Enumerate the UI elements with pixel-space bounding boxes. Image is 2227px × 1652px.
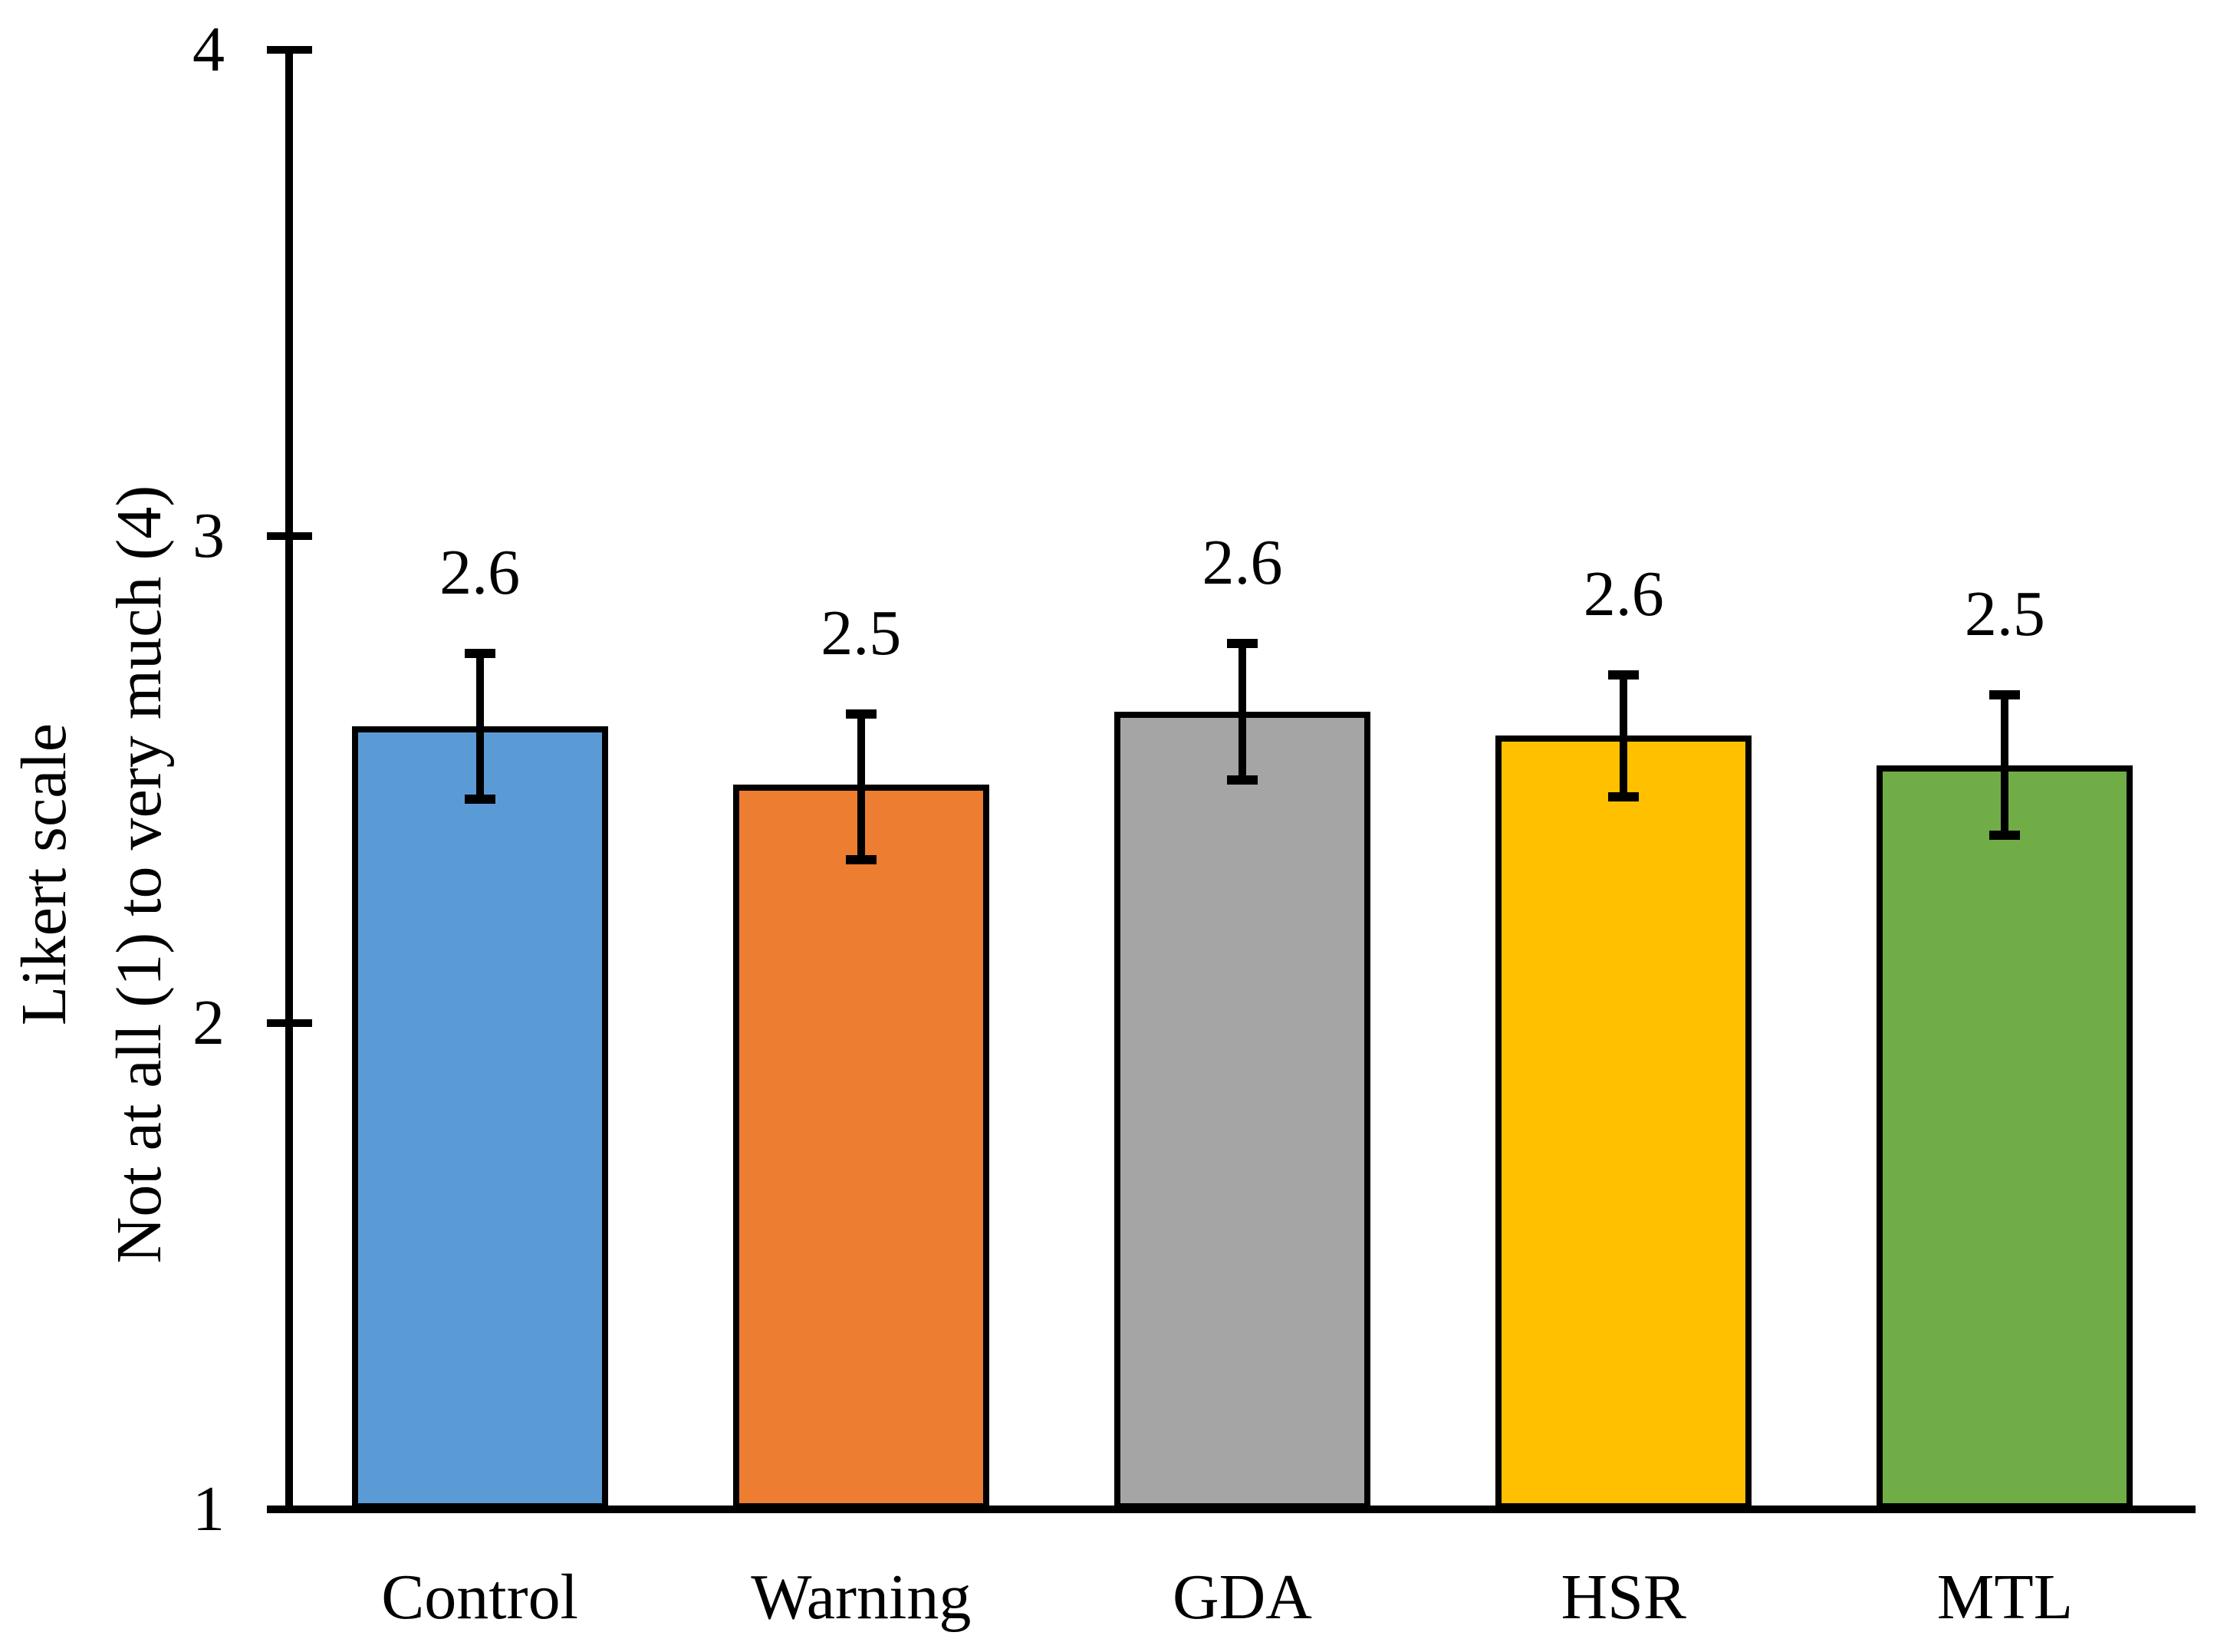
y-axis-line xyxy=(285,50,293,1513)
error-bar-bottom-cap xyxy=(1989,831,2021,841)
error-bar-bottom-cap xyxy=(845,855,877,865)
y-tick-label: 1 xyxy=(192,1473,225,1545)
category-label-gda: GDA xyxy=(1172,1562,1312,1633)
bar-gda xyxy=(1114,711,1370,1509)
category-label-control: Control xyxy=(381,1562,578,1633)
y-tick-mark xyxy=(267,46,312,54)
error-bar-bottom-cap xyxy=(1227,775,1258,785)
value-label-hsr: 2.6 xyxy=(1583,558,1664,630)
error-bar-top-cap xyxy=(1989,689,2021,699)
y-tick-mark xyxy=(267,1506,312,1513)
error-bar-line xyxy=(857,713,865,861)
error-bar-top-cap xyxy=(845,709,877,719)
y-tick-label: 2 xyxy=(192,986,225,1058)
category-label-hsr: HSR xyxy=(1561,1562,1686,1633)
error-bar-line xyxy=(1239,643,1246,780)
error-bar-bottom-cap xyxy=(464,794,495,804)
x-axis-line xyxy=(267,1506,2196,1513)
value-label-warning: 2.5 xyxy=(821,597,902,669)
y-axis-title-line2: Not at all (1) to very much (4) xyxy=(104,485,175,1264)
value-label-control: 2.6 xyxy=(439,536,521,608)
y-tick-mark xyxy=(267,1019,312,1027)
value-label-mtl: 2.5 xyxy=(1964,578,2045,650)
y-axis-title: Likert scale Not at all (1) to very much… xyxy=(0,107,187,1641)
error-bar-top-cap xyxy=(1608,670,1640,680)
y-tick-mark xyxy=(267,532,312,541)
error-bar-bottom-cap xyxy=(1608,791,1640,801)
y-axis-title-line1: Likert scale xyxy=(8,722,80,1026)
y-tick-label: 4 xyxy=(192,14,225,85)
error-bar-top-cap xyxy=(464,648,495,658)
value-label-gda: 2.6 xyxy=(1202,526,1283,598)
bar-hsr xyxy=(1495,736,1752,1509)
category-label-warning: Warning xyxy=(751,1562,972,1633)
error-bar-line xyxy=(475,653,484,799)
error-bar-line xyxy=(2001,694,2009,836)
category-label-mtl: MTL xyxy=(1936,1562,2074,1633)
error-bar-top-cap xyxy=(1227,638,1258,648)
bar-mtl xyxy=(1877,765,2133,1509)
bar-control xyxy=(351,726,608,1509)
bar-warning xyxy=(732,784,989,1509)
y-tick-label: 3 xyxy=(192,500,225,572)
error-bar-line xyxy=(1620,675,1628,797)
